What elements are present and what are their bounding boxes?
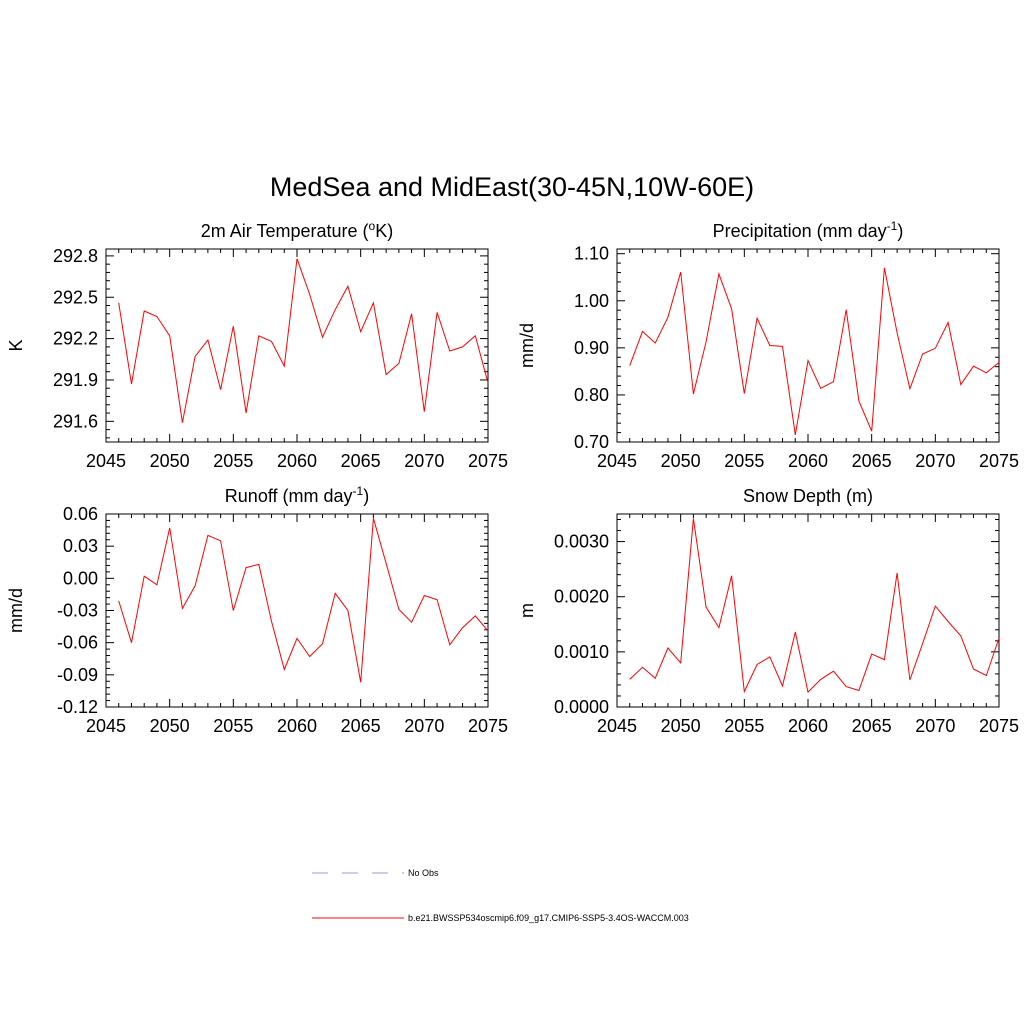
panel-title: Runoff (mm day-1): [225, 484, 369, 506]
legend: No Obs b.e21.BWSSP534oscmip6.f09_g17.CMI…: [312, 868, 689, 923]
x-tick-label: 2050: [150, 451, 190, 471]
y-tick-label: 0.03: [63, 536, 98, 556]
y-tick-label: 0.0020: [554, 587, 609, 607]
panel-top-right: Precipitation (mm day-1) 2045 2050 2055 2060…: [517, 219, 1019, 471]
y-tick-label: 0.0010: [554, 642, 609, 662]
x-tick-label: 2065: [852, 716, 892, 736]
x-tick-label: 2050: [661, 716, 701, 736]
y-tick-label: 292.8: [53, 246, 98, 266]
y-tick-label: 1.10: [574, 244, 609, 264]
y-tick-label: -0.12: [57, 697, 98, 717]
panel-title-superscript: o: [369, 219, 376, 233]
x-tick-label: 2070: [915, 716, 955, 736]
x-tick-label: 2065: [852, 451, 892, 471]
y-axis-label: K: [6, 339, 26, 351]
y-tick-label: 291.6: [53, 411, 98, 431]
x-tick-label: 2050: [150, 716, 190, 736]
y-tick-label: -0.06: [57, 633, 98, 653]
x-tick-label: 2070: [915, 451, 955, 471]
x-tick-label: 2060: [277, 716, 317, 736]
x-tick-label: 2065: [341, 451, 381, 471]
x-tick-label: 2075: [979, 451, 1019, 471]
y-tick-label: -0.09: [57, 665, 98, 685]
panel-title-superscript: -1: [353, 484, 364, 498]
x-tick-label: 2055: [213, 451, 253, 471]
panel-bottom-right: Snow Depth (m) 2045 2050 2055 2060 2065 2070 20…: [517, 486, 1019, 736]
y-tick-label: 1.00: [574, 291, 609, 311]
y-tick-label: 0.0000: [554, 697, 609, 717]
panel-bottom-left: Runoff (mm day-1) 2045 2050 2055 2060 2065 207…: [6, 484, 508, 736]
y-tick-label: 292.2: [53, 329, 98, 349]
y-tick-label: 292.5: [53, 287, 98, 307]
legend-label-model: b.e21.BWSSP534oscmip6.f09_g17.CMIP6-SSP5…: [408, 913, 689, 923]
x-tick-label: 2070: [404, 716, 444, 736]
x-tick-label: 2045: [597, 451, 637, 471]
x-tick-label: 2070: [404, 451, 444, 471]
panel-top-left: 2m Air Temperature (oK) 2045 2050 2055 2060 2…: [6, 219, 508, 471]
series-line: [118, 258, 489, 423]
x-tick-label: 2075: [468, 716, 508, 736]
panel-title: Precipitation (mm day-1): [713, 219, 904, 241]
figure-title: MedSea and MidEast(30-45N,10W-60E): [270, 172, 754, 202]
y-tick-label: 0.00: [63, 568, 98, 588]
x-tick-label: 2055: [724, 716, 764, 736]
series-line: [118, 518, 489, 683]
y-tick-label: 291.9: [53, 370, 98, 390]
panels: 2m Air Temperature (oK) 2045 2050 2055 2060 2…: [6, 219, 1019, 736]
panel-title: Snow Depth (m): [743, 486, 873, 506]
x-tick-label: 2045: [597, 716, 637, 736]
legend-label-no-obs: No Obs: [408, 868, 439, 878]
panel-title: 2m Air Temperature (oK): [201, 219, 393, 241]
x-tick-label: 2075: [979, 716, 1019, 736]
x-tick-label: 2045: [86, 451, 126, 471]
series-line: [629, 518, 1000, 694]
x-tick-label: 2060: [788, 716, 828, 736]
y-axis-label: mm/d: [517, 323, 537, 368]
x-tick-label: 2055: [724, 451, 764, 471]
y-axis-label: m: [517, 603, 537, 618]
y-tick-label: 0.0030: [554, 532, 609, 552]
x-tick-label: 2050: [661, 451, 701, 471]
y-tick-label: -0.03: [57, 601, 98, 621]
y-tick-label: 0.90: [574, 338, 609, 358]
x-tick-label: 2060: [788, 451, 828, 471]
x-tick-label: 2065: [341, 716, 381, 736]
x-tick-label: 2075: [468, 451, 508, 471]
y-tick-label: 0.70: [574, 432, 609, 452]
x-tick-label: 2045: [86, 716, 126, 736]
x-tick-label: 2060: [277, 451, 317, 471]
x-tick-label: 2055: [213, 716, 253, 736]
y-tick-label: 0.80: [574, 385, 609, 405]
series-line: [629, 267, 1000, 435]
panel-title-superscript: -1: [887, 219, 898, 233]
y-axis-label: mm/d: [6, 588, 26, 633]
y-tick-label: 0.06: [63, 504, 98, 524]
